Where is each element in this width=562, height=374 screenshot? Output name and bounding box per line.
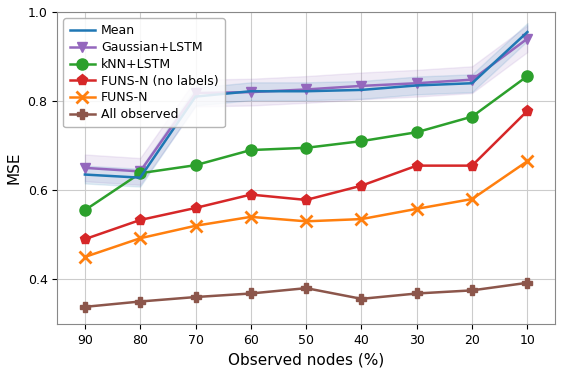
FUNS-N (no labels) [524,108,531,113]
FUNS-N (no labels) [358,183,365,188]
Gaussian+LSTM [358,84,365,88]
Line: FUNS-N: FUNS-N [79,156,533,263]
Line: Mean: Mean [85,32,527,178]
Gaussian+LSTM [192,91,199,95]
kNN+LSTM [137,171,143,175]
Gaussian+LSTM [137,169,143,174]
Line: kNN+LSTM: kNN+LSTM [79,71,533,216]
kNN+LSTM [414,130,420,135]
Gaussian+LSTM [303,87,310,92]
All observed [137,299,143,304]
Line: All observed: All observed [80,278,532,312]
Mean [192,94,199,99]
Line: Gaussian+LSTM: Gaussian+LSTM [80,34,532,176]
FUNS-N (no labels) [247,192,254,197]
Mean [414,83,420,88]
FUNS-N [414,206,420,211]
Mean [303,89,310,94]
FUNS-N [137,236,143,240]
All observed [358,297,365,301]
FUNS-N [81,255,88,259]
Gaussian+LSTM [414,81,420,86]
kNN+LSTM [192,163,199,168]
FUNS-N [524,159,531,163]
Legend: Mean, Gaussian+LSTM, kNN+LSTM, FUNS-N (no labels), FUNS-N, All observed: Mean, Gaussian+LSTM, kNN+LSTM, FUNS-N (n… [64,18,225,128]
FUNS-N [303,219,310,224]
kNN+LSTM [303,145,310,150]
Gaussian+LSTM [247,90,254,94]
FUNS-N (no labels) [192,206,199,210]
kNN+LSTM [524,74,531,78]
Mean [137,175,143,180]
Line: FUNS-N (no labels): FUNS-N (no labels) [79,105,533,245]
kNN+LSTM [81,208,88,212]
Y-axis label: MSE: MSE [7,151,22,184]
kNN+LSTM [358,139,365,143]
kNN+LSTM [469,114,475,119]
FUNS-N (no labels) [81,237,88,241]
FUNS-N [247,215,254,219]
All observed [247,291,254,296]
FUNS-N (no labels) [414,163,420,168]
All observed [192,295,199,299]
All observed [303,286,310,290]
Gaussian+LSTM [81,166,88,170]
FUNS-N (no labels) [303,198,310,202]
All observed [469,288,475,292]
Mean [81,172,88,177]
FUNS-N (no labels) [137,218,143,222]
X-axis label: Observed nodes (%): Observed nodes (%) [228,352,384,367]
All observed [524,280,531,285]
Mean [524,30,531,34]
Gaussian+LSTM [524,36,531,41]
Gaussian+LSTM [469,77,475,82]
Mean [358,88,365,92]
FUNS-N (no labels) [469,163,475,168]
All observed [414,291,420,296]
FUNS-N [469,197,475,201]
FUNS-N [358,217,365,221]
FUNS-N [192,224,199,228]
Mean [247,89,254,94]
kNN+LSTM [247,148,254,152]
All observed [81,304,88,309]
Mean [469,81,475,86]
